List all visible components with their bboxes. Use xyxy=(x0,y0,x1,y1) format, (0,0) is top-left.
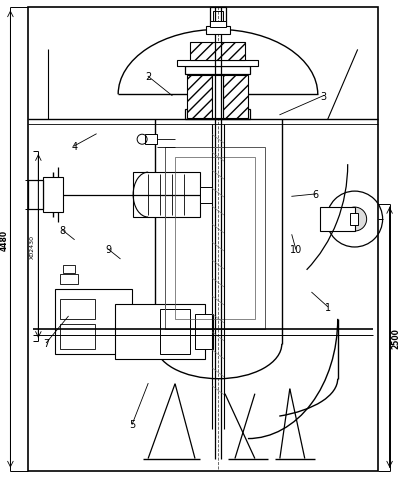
Bar xyxy=(133,173,200,217)
Bar xyxy=(115,304,205,359)
Bar xyxy=(55,289,132,354)
Text: 2500: 2500 xyxy=(391,327,400,348)
Bar xyxy=(223,76,248,119)
Text: 2: 2 xyxy=(145,72,151,82)
Bar xyxy=(165,148,265,329)
Bar xyxy=(206,27,230,36)
Bar xyxy=(212,76,223,119)
Bar xyxy=(160,309,190,354)
Text: 4480: 4480 xyxy=(0,229,9,250)
Text: 5: 5 xyxy=(129,420,135,430)
Text: 3: 3 xyxy=(321,91,327,101)
Bar xyxy=(320,208,355,231)
Text: 1: 1 xyxy=(325,302,331,312)
Bar xyxy=(177,61,258,67)
Bar xyxy=(187,76,212,119)
Bar xyxy=(145,135,157,145)
Bar xyxy=(185,67,250,75)
Bar xyxy=(350,214,358,226)
Bar xyxy=(190,43,245,61)
Bar xyxy=(175,158,255,319)
Text: 7: 7 xyxy=(43,338,50,348)
Text: 8: 8 xyxy=(59,226,65,235)
Bar xyxy=(60,299,95,319)
Circle shape xyxy=(327,192,383,248)
Bar xyxy=(28,181,43,210)
Bar xyxy=(200,187,212,203)
Bar xyxy=(213,12,223,23)
Bar xyxy=(28,9,378,470)
Bar xyxy=(195,314,213,349)
Bar xyxy=(210,23,226,28)
Text: X0̄2430: X0̄2430 xyxy=(30,235,35,258)
Circle shape xyxy=(343,208,367,231)
Bar xyxy=(137,312,152,324)
Text: 4: 4 xyxy=(71,142,77,152)
Text: 9: 9 xyxy=(105,245,111,254)
Bar xyxy=(185,110,250,120)
Bar xyxy=(60,324,95,349)
Bar xyxy=(60,275,78,284)
Bar xyxy=(43,178,63,213)
Text: 10: 10 xyxy=(290,245,302,254)
Bar xyxy=(63,265,75,274)
Text: 6: 6 xyxy=(313,190,319,200)
